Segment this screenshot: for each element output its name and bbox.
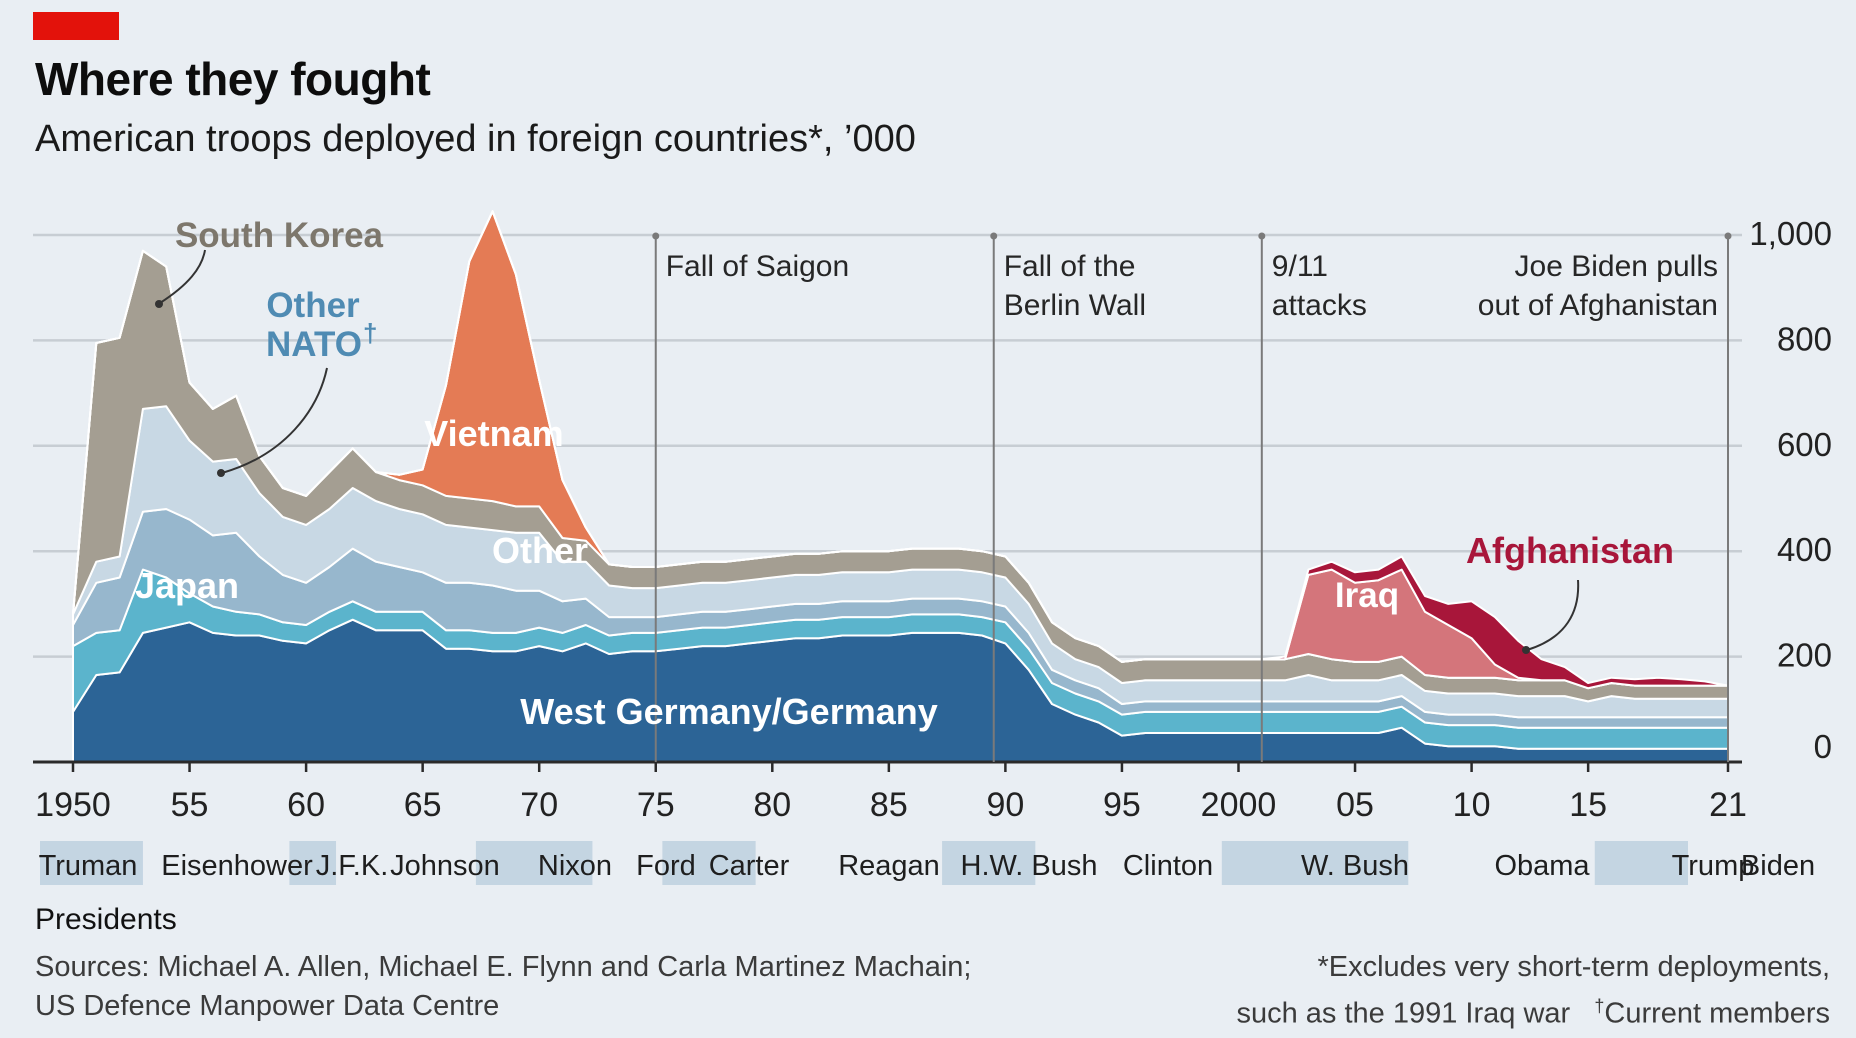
brand-tag [33,12,119,40]
leader-south-korea [159,249,206,304]
event-dot-1 [990,232,998,240]
label-vietnam: Vietnam [424,413,563,454]
event-dot-0 [652,232,660,240]
y-tick-label: 400 [1777,531,1832,568]
label-iraq: Iraq [1335,576,1399,615]
chart-svg: Fall of Saigon Fall of the Berlin Wall 9/11… [33,210,1832,885]
x-tick-label: 55 [171,786,209,824]
x-tick-label: 70 [520,786,558,824]
stacked-areas [72,210,1729,763]
x-tick-label: 90 [986,786,1024,824]
footnote-line-2: such as the 1991 Iraq war †Current membe… [1236,987,1830,1034]
footnote: *Excludes very short-term deployments, s… [1236,948,1830,1034]
event-label-1-1: Berlin Wall [1004,289,1146,322]
president-band [1221,841,1409,885]
leader-dot-south-korea [155,300,163,308]
x-tick-label: 2000 [1201,786,1277,824]
president-w-bush: W. Bush [1301,850,1409,882]
y-tick-label: 600 [1777,426,1832,463]
leader-afghanistan [1526,579,1580,651]
sources-line-2: US Defence Manpower Data Centre [35,990,500,1022]
footnote-current-members: Current members [1604,997,1830,1030]
x-tick-label: 15 [1569,786,1607,824]
president-h-w-bush: H.W. Bush [961,850,1098,882]
presidents-heading: Presidents [35,903,177,936]
sources-line-1: Sources: Michael A. Allen, Michael E. Fl… [35,951,972,983]
x-tick-label: 1950 [35,786,111,824]
president-j-f-k-: J.F.K. [316,850,389,882]
y-tick-label: 800 [1777,320,1832,357]
president-carter: Carter [709,850,790,882]
x-tick-label: 21 [1709,786,1747,824]
dagger-mark: † [1594,996,1605,1016]
footnote-line-1: *Excludes very short-term deployments, [1317,951,1830,983]
sources-note: Sources: Michael A. Allen, Michael E. Fl… [35,948,971,1026]
president-band [289,841,337,885]
x-tick-label: 75 [637,786,675,824]
president-band [942,841,1036,885]
label-other-nato-2: NATO [266,325,362,364]
x-tick-label: 10 [1453,786,1491,824]
label-germany: West Germany/Germany [520,691,938,732]
x-tick-label: 05 [1336,786,1374,824]
event-label-2-0: 9/11 [1272,250,1328,283]
label-other-nato-dagger: † [363,318,377,348]
president-obama: Obama [1494,850,1590,882]
president-eisenhower: Eisenhower [161,850,313,882]
y-tick-label: 1,000 [1749,215,1832,252]
chart-title: Where they fought [35,53,431,105]
x-tick-label: 85 [870,786,908,824]
label-japan: Japan [135,565,239,606]
event-label-3-0: Joe Biden pulls [1515,250,1718,283]
x-tick-label: 65 [404,786,442,824]
event-dot-2 [1258,232,1266,240]
event-label-2-1: attacks [1272,289,1367,322]
event-dot-3 [1724,232,1732,240]
label-other-nato-1: Other [266,286,360,325]
president-band [40,841,143,885]
president-trump: Trump [1672,850,1755,882]
y-tick-label: 200 [1777,637,1832,674]
x-tick-label: 60 [287,786,325,824]
leader-other-nato [221,367,328,474]
president-band [1594,841,1688,885]
label-afghanistan: Afghanistan [1466,530,1674,571]
event-label-3-1: out of Afghanistan [1478,289,1718,322]
event-label-0-0: Fall of Saigon [666,250,849,283]
label-south-korea: South Korea [175,216,384,255]
president-johnson: Johnson [390,850,500,882]
y-tick-label: 0 [1814,728,1832,765]
president-nixon: Nixon [538,850,612,882]
president-truman: Truman [39,850,138,882]
president-clinton: Clinton [1123,850,1213,882]
x-tick-label: 80 [753,786,791,824]
president-ford: Ford [636,850,696,882]
president-biden: Biden [1741,850,1815,882]
president-reagan: Reagan [838,850,940,882]
leader-dot-other-nato [217,469,225,477]
leader-dot-afghanistan [1522,646,1530,654]
president-band [662,841,756,885]
chart-subtitle: American troops deployed in foreign coun… [35,118,916,160]
x-tick-label: 95 [1103,786,1141,824]
president-band [475,841,593,885]
label-other: Other [492,530,588,571]
event-label-1-0: Fall of the [1004,250,1136,283]
footnote-excludes: such as the 1991 Iraq war [1236,997,1571,1030]
